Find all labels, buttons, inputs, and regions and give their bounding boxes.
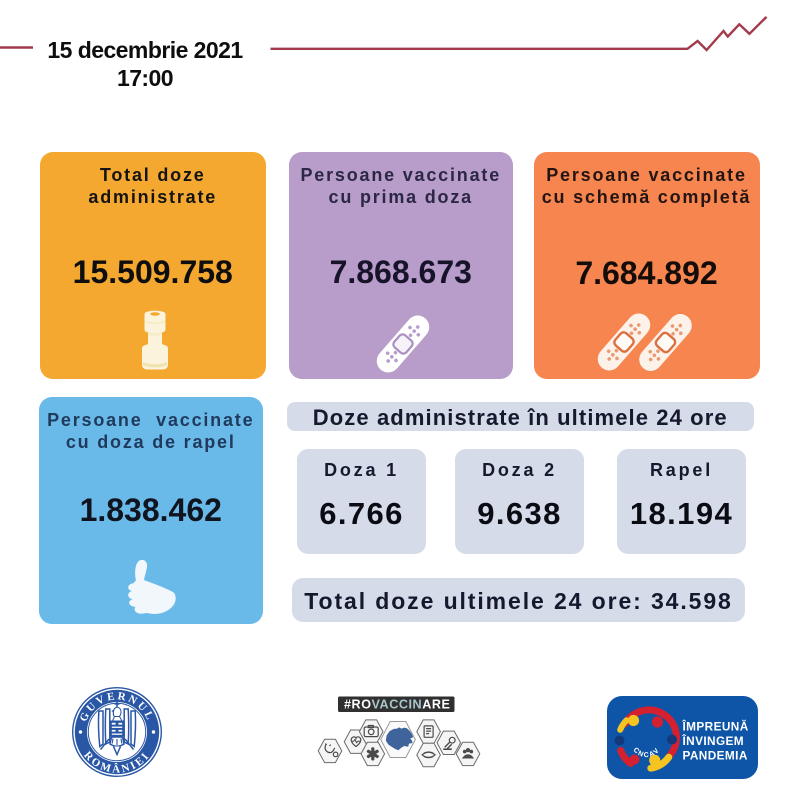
svg-text:ÎMPREUNĂ: ÎMPREUNĂ bbox=[681, 720, 748, 734]
svg-text:PANDEMIA: PANDEMIA bbox=[682, 748, 747, 762]
svg-text:ÎNVINGEM: ÎNVINGEM bbox=[681, 734, 744, 748]
svg-text:#ROVACCINARE: #ROVACCINARE bbox=[344, 698, 450, 712]
